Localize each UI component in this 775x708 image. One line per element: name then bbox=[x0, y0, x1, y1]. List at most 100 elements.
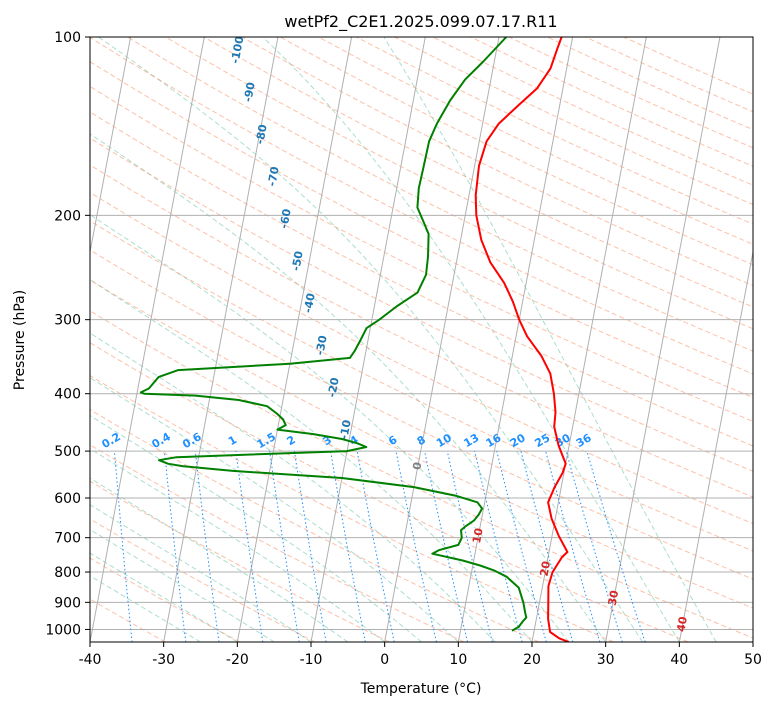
isotherm-label: -80 bbox=[253, 123, 270, 145]
x-tick-label: 50 bbox=[744, 652, 762, 668]
moist-adiabats bbox=[90, 37, 717, 642]
chart-title: wetPf2_C2E1.2025.099.07.17.R11 bbox=[284, 12, 557, 32]
isotherm-label: -60 bbox=[277, 207, 294, 229]
mixing-ratio-line bbox=[395, 451, 437, 642]
isotherm-label: -20 bbox=[325, 376, 342, 398]
mixing-ratio-line bbox=[545, 450, 601, 642]
mixing-ratio-line bbox=[520, 450, 574, 642]
y-axis-label: Pressure (hPa) bbox=[12, 290, 28, 390]
moist-adiabat-line bbox=[90, 133, 607, 642]
moist-adiabat-line bbox=[383, 37, 717, 642]
x-tick-label: 30 bbox=[597, 652, 615, 668]
x-tick-label: 10 bbox=[449, 652, 467, 668]
isotherm-label: 40 bbox=[674, 615, 690, 633]
dry-adiabat-line bbox=[90, 249, 753, 580]
isotherm-label: 20 bbox=[538, 560, 554, 578]
dry-adiabat-line bbox=[90, 61, 753, 398]
dry-adiabat-line bbox=[90, 111, 753, 447]
x-tick-label: -10 bbox=[300, 652, 323, 668]
isotherm-label: 0 bbox=[410, 461, 424, 471]
x-tick-label: 40 bbox=[670, 652, 688, 668]
dry-adiabat-line bbox=[90, 375, 614, 642]
moist-adiabat-line bbox=[90, 279, 533, 642]
mixing-ratio-line bbox=[424, 450, 468, 642]
mixing-ratio-line bbox=[113, 451, 133, 642]
moist-adiabat-line bbox=[90, 448, 386, 642]
mixing-ratio-line bbox=[194, 451, 220, 642]
y-tick-label: 100 bbox=[54, 30, 81, 46]
x-tick-label: 0 bbox=[380, 652, 389, 668]
isotherm-line bbox=[163, 37, 279, 642]
isotherm-label: 30 bbox=[606, 589, 622, 607]
x-tick-label: 20 bbox=[523, 652, 541, 668]
dry-adiabat-line bbox=[90, 342, 689, 642]
dry-adiabat-line bbox=[90, 37, 753, 375]
plot-area: -100-90-80-70-60-50-40-30-20-10010203040… bbox=[90, 35, 753, 642]
isotherm-label: -70 bbox=[265, 165, 282, 187]
mixing-ratio-line bbox=[356, 451, 395, 642]
x-tick-label: -20 bbox=[226, 652, 249, 668]
dry-adiabat-line bbox=[90, 220, 753, 552]
y-tick-label: 400 bbox=[54, 387, 81, 403]
isotherm-line bbox=[90, 37, 132, 255]
isotherms bbox=[90, 37, 753, 642]
isotherm-line bbox=[678, 249, 753, 642]
y-tick-label: 600 bbox=[54, 491, 81, 507]
temperature-profile-line bbox=[474, 37, 570, 642]
mixing-ratio-line bbox=[474, 450, 523, 642]
isotherm-line bbox=[384, 37, 500, 642]
plot-frame bbox=[89, 36, 754, 643]
moist-adiabat-line bbox=[90, 214, 570, 642]
mixing-ratio-line bbox=[496, 450, 547, 642]
y-tick-label: 700 bbox=[54, 531, 81, 547]
dewpoint-profile-line bbox=[139, 37, 528, 632]
isotherm-label: -40 bbox=[301, 292, 318, 314]
y-tick-label: 200 bbox=[54, 208, 81, 224]
dry-adiabat-line bbox=[90, 85, 753, 422]
dry-adiabats bbox=[90, 37, 753, 642]
y-tick-label: 800 bbox=[54, 565, 81, 581]
x-axis: -40 -30 -20 -10 0 10 20 30 40 50 bbox=[79, 642, 762, 668]
mixing-ratio-line bbox=[565, 450, 623, 642]
isotherm-line bbox=[605, 37, 721, 642]
isotherm-label: -100 bbox=[229, 35, 247, 65]
isotherm-line bbox=[310, 37, 426, 642]
isotherm-line bbox=[236, 37, 353, 642]
isotherm-line bbox=[457, 37, 574, 642]
isotherm-line bbox=[531, 37, 647, 642]
mixing-ratio-line bbox=[269, 451, 300, 642]
x-axis-label: Temperature (°C) bbox=[360, 681, 482, 697]
moist-adiabat-line bbox=[262, 37, 680, 642]
mixing-ratio-line bbox=[163, 451, 187, 642]
dry-adiabat-line bbox=[127, 37, 753, 352]
isotherm-label: -10 bbox=[337, 418, 354, 440]
dry-adiabat-line bbox=[90, 164, 753, 498]
y-axis: 100 200 300 400 500 600 700 800 900 1000 bbox=[45, 30, 90, 638]
y-tick-label: 1000 bbox=[45, 622, 81, 638]
mixing-ratio-line bbox=[235, 451, 264, 642]
y-tick-label: 900 bbox=[54, 595, 81, 611]
isotherm-label: 10 bbox=[470, 527, 486, 545]
dry-adiabat-line bbox=[90, 408, 540, 642]
moist-adiabat-line bbox=[90, 332, 496, 642]
dry-adiabat-line bbox=[90, 480, 390, 642]
profiles bbox=[139, 37, 570, 642]
moist-adiabat-line bbox=[90, 415, 422, 642]
dry-adiabat-line bbox=[90, 279, 753, 609]
dry-adiabat-line bbox=[90, 191, 753, 525]
mixing-ratio-line bbox=[586, 450, 646, 642]
x-tick-label: -30 bbox=[152, 652, 175, 668]
y-tick-label: 300 bbox=[54, 313, 81, 329]
isotherm-label: -50 bbox=[289, 250, 306, 272]
isotherm-line bbox=[90, 37, 205, 642]
x-tick-label: -40 bbox=[79, 652, 102, 668]
isotherm-label: -90 bbox=[241, 81, 258, 103]
y-tick-label: 500 bbox=[54, 444, 81, 460]
dry-adiabat-line bbox=[90, 518, 315, 642]
dry-adiabat-line bbox=[90, 444, 465, 642]
isotherm-label: -30 bbox=[313, 334, 330, 356]
